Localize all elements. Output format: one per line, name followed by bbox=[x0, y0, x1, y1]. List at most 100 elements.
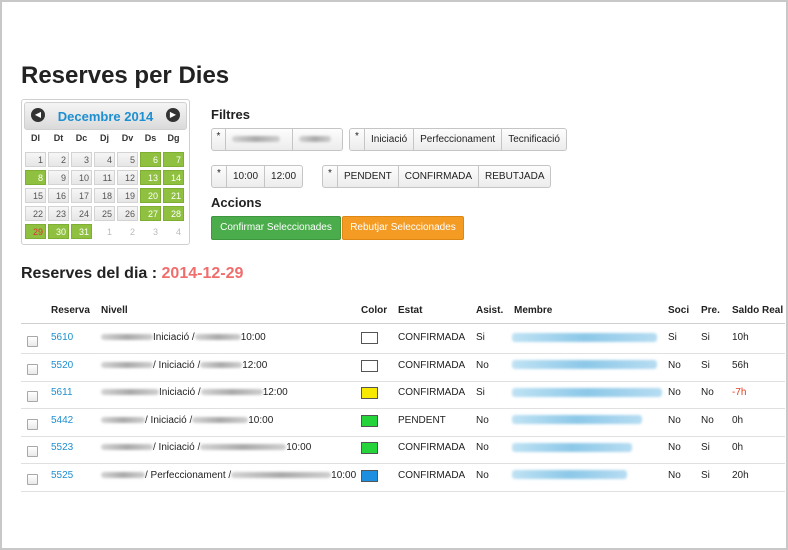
row-checkbox[interactable] bbox=[27, 391, 38, 402]
confirm-selected-button[interactable]: Confirmar Seleccionades bbox=[211, 216, 341, 240]
redacted-member bbox=[512, 387, 662, 397]
level-time: 10:00 bbox=[248, 414, 274, 426]
calendar-day[interactable]: 17 bbox=[71, 188, 92, 203]
state-cell: CONFIRMADA bbox=[398, 442, 466, 453]
calendar-day[interactable]: 8 bbox=[25, 170, 46, 185]
calendar-day[interactable]: 28 bbox=[163, 206, 184, 221]
calendar-day[interactable]: 24 bbox=[71, 206, 92, 221]
calendar-day[interactable]: 3 bbox=[140, 224, 161, 239]
calendar-day[interactable]: 25 bbox=[94, 206, 115, 221]
calendar-day[interactable]: 4 bbox=[163, 224, 184, 239]
redacted-text bbox=[200, 444, 287, 451]
level-filter-perfeccionament[interactable]: Perfeccionament bbox=[413, 129, 501, 150]
calendar-day[interactable]: 7 bbox=[163, 152, 184, 167]
col-header-nivell: Nivell bbox=[101, 305, 128, 316]
calendar-day[interactable]: 16 bbox=[48, 188, 69, 203]
calendar-day[interactable]: 13 bbox=[140, 170, 161, 185]
calendar-day[interactable]: 2 bbox=[117, 224, 138, 239]
redacted-member bbox=[512, 442, 632, 452]
row-checkbox[interactable] bbox=[27, 446, 38, 457]
calendar-day[interactable]: 11 bbox=[94, 170, 115, 185]
calendar-day[interactable]: 6 bbox=[140, 152, 161, 167]
row-checkbox[interactable] bbox=[27, 418, 38, 430]
instructor-filter-1[interactable] bbox=[225, 129, 292, 150]
time-filter-1000[interactable]: 10:00 bbox=[226, 166, 264, 187]
calendar-day[interactable]: 30 bbox=[48, 224, 69, 239]
calendar-day[interactable]: 9 bbox=[48, 170, 69, 185]
calendar-day[interactable]: 20 bbox=[140, 188, 161, 203]
attendance-cell: No bbox=[476, 414, 489, 426]
next-month-icon[interactable]: ▶ bbox=[166, 108, 180, 122]
all-star-button[interactable]: * bbox=[217, 168, 221, 179]
col-header-estat: Estat bbox=[398, 305, 423, 316]
redacted-text bbox=[200, 389, 263, 396]
calendar-day[interactable]: 3 bbox=[71, 152, 92, 167]
reservation-id-link[interactable]: 5525 bbox=[51, 469, 74, 481]
prev-month-icon[interactable]: ◀ bbox=[31, 108, 45, 122]
calendar-day[interactable]: 31 bbox=[71, 224, 92, 239]
calendar-day[interactable]: 26 bbox=[117, 206, 138, 221]
reservation-id-link[interactable]: 5523 bbox=[51, 442, 74, 453]
redacted-text bbox=[101, 471, 145, 478]
row-checkbox[interactable] bbox=[27, 363, 38, 375]
calendar-day[interactable]: 10 bbox=[71, 170, 92, 185]
row-checkbox[interactable] bbox=[27, 473, 38, 485]
weekday-header: Dc bbox=[75, 133, 88, 143]
calendar-day[interactable]: 22 bbox=[25, 206, 46, 221]
state-filter-confirmada[interactable]: CONFIRMADA bbox=[397, 166, 478, 187]
all-star-button[interactable]: * bbox=[355, 131, 359, 142]
row-divider bbox=[21, 353, 785, 354]
calendar-day[interactable]: 2 bbox=[48, 152, 69, 167]
calendar-day[interactable]: 14 bbox=[163, 170, 184, 185]
balance-cell: 0h bbox=[732, 442, 744, 453]
calendar-day[interactable]: 21 bbox=[163, 188, 184, 203]
member-cell bbox=[512, 442, 632, 453]
reservation-id-link[interactable]: 5442 bbox=[51, 414, 74, 426]
calendar-day[interactable]: 1 bbox=[94, 224, 115, 239]
state-filter-rebutjada[interactable]: REBUTJADA bbox=[478, 166, 550, 187]
reservation-id-link[interactable]: 5520 bbox=[51, 359, 74, 371]
page-title: Reserves per Dies bbox=[21, 62, 230, 89]
day-label: Reserves del dia : bbox=[21, 265, 158, 282]
redacted-text bbox=[101, 334, 153, 341]
instructor-filter-2[interactable] bbox=[291, 129, 342, 150]
calendar-day[interactable]: 15 bbox=[25, 188, 46, 203]
row-divider bbox=[21, 380, 785, 382]
reservation-id-link[interactable]: 5611 bbox=[51, 387, 73, 398]
calendar-day[interactable]: 5 bbox=[117, 152, 138, 167]
calendar-day[interactable]: 12 bbox=[117, 170, 138, 185]
time-filter-1200[interactable]: 12:00 bbox=[264, 166, 302, 187]
weekday-header: Dj bbox=[100, 133, 109, 143]
reservation-id-link[interactable]: 5610 bbox=[51, 332, 74, 343]
calendar-day[interactable]: 19 bbox=[117, 188, 138, 203]
reject-selected-button[interactable]: Rebutjar Seleccionades bbox=[342, 216, 464, 240]
balance-cell: -7h bbox=[732, 387, 747, 398]
redacted-text bbox=[101, 444, 153, 451]
color-swatch bbox=[361, 359, 378, 372]
level-filter-iniciacio[interactable]: Iniciació bbox=[364, 129, 413, 150]
row-checkbox[interactable] bbox=[27, 336, 38, 347]
calendar-day[interactable]: 1 bbox=[25, 152, 46, 167]
calendar-day[interactable]: 23 bbox=[48, 206, 69, 221]
all-star-button[interactable]: * bbox=[328, 168, 332, 179]
level-filter-tecnificacio[interactable]: Tecnificació bbox=[501, 129, 566, 150]
col-header-color: Color bbox=[361, 305, 388, 316]
pre-cell: Si bbox=[701, 359, 710, 371]
weekday-header: Ds bbox=[144, 133, 157, 143]
attendance-cell: Si bbox=[476, 387, 485, 398]
state-filter-pendent[interactable]: PENDENT bbox=[337, 166, 398, 187]
balance-cell: 10h bbox=[732, 332, 749, 343]
row-divider bbox=[21, 490, 785, 492]
pre-cell: Si bbox=[701, 332, 710, 343]
calendar-day[interactable]: 29 bbox=[25, 224, 46, 239]
color-swatch bbox=[361, 469, 378, 482]
calendar-day[interactable]: 4 bbox=[94, 152, 115, 167]
redacted-text bbox=[101, 389, 159, 396]
redacted-text bbox=[101, 416, 145, 423]
all-star-button[interactable]: * bbox=[216, 131, 221, 142]
calendar-day[interactable]: 27 bbox=[140, 206, 161, 221]
calendar-day[interactable]: 18 bbox=[94, 188, 115, 203]
member-soci-cell: No bbox=[668, 442, 681, 453]
level-cell: / Iniciació / 10:00 bbox=[101, 415, 273, 426]
col-header-asist: Asist. bbox=[476, 305, 504, 316]
